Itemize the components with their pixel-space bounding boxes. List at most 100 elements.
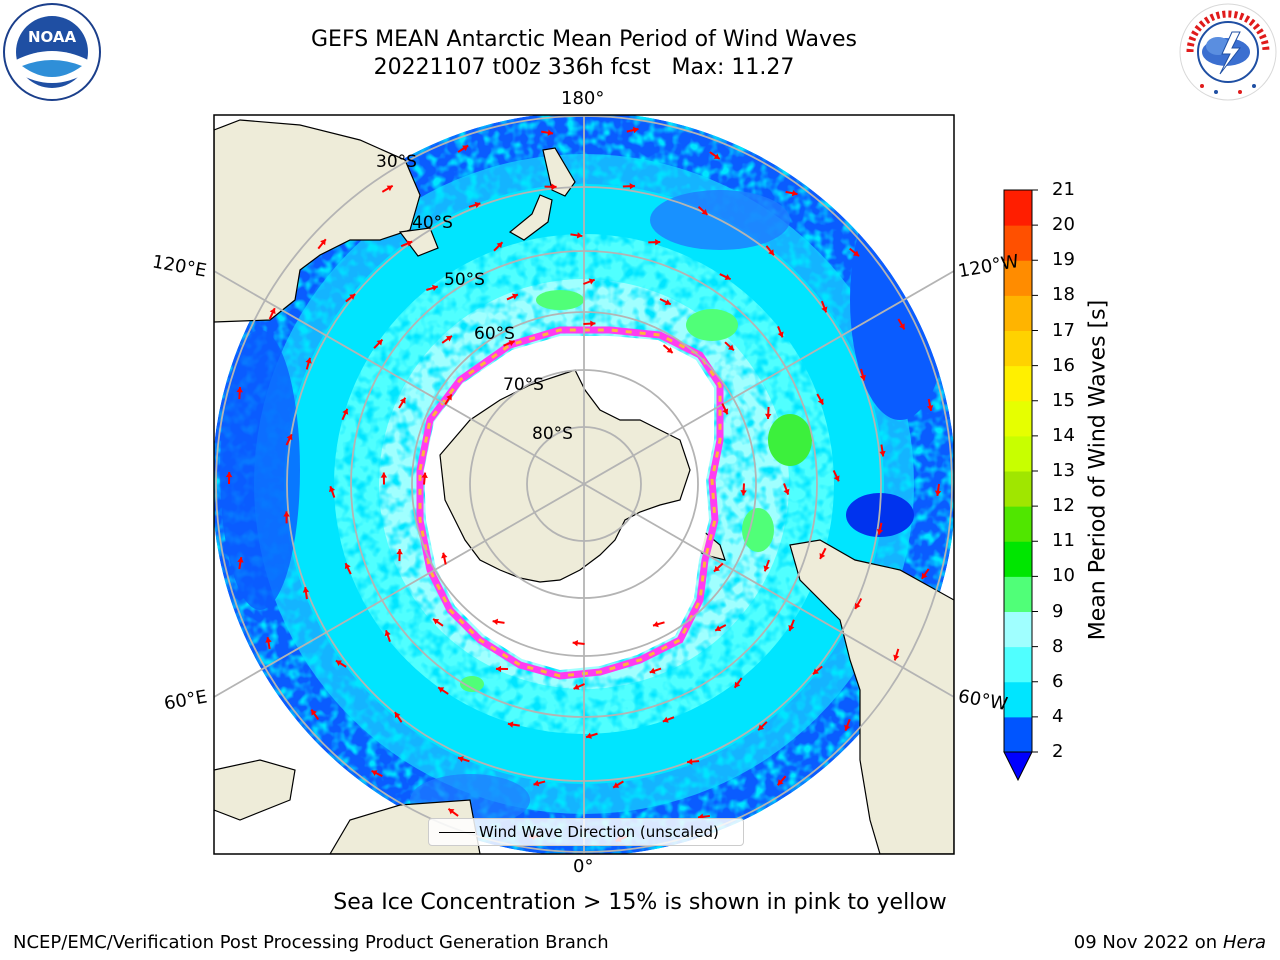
lat-label-70s: 70°S xyxy=(503,375,544,395)
wind-wave-arrow-head xyxy=(613,782,620,788)
wind-wave-arrow-head xyxy=(655,238,661,246)
wind-wave-arrow-head xyxy=(819,552,826,559)
colorbar-tick-label: 8 xyxy=(1052,635,1064,657)
colorbar-under-extension xyxy=(1003,751,1033,782)
wind-wave-arrow-head xyxy=(876,528,884,535)
wind-wave-arrow-head xyxy=(376,339,383,346)
wind-wave-arrow-head xyxy=(433,618,440,625)
wind-wave-arrow-head xyxy=(844,724,851,731)
wind-wave-arrow-head xyxy=(421,472,428,478)
map-legend: Wind Wave Direction (unscaled) xyxy=(428,818,744,846)
colorbar-tick-label: 11 xyxy=(1052,530,1075,552)
lat-label-30s: 30°S xyxy=(376,152,417,172)
colorbar-tick-label: 16 xyxy=(1052,354,1075,376)
wind-wave-arrow-head xyxy=(588,278,595,285)
wind-wave-arrow-head xyxy=(237,557,244,563)
wind-wave-arrow-head xyxy=(342,408,349,415)
colorbar-tick-label: 12 xyxy=(1052,495,1075,517)
wind-wave-arrow-head xyxy=(432,284,438,292)
colorbar-segment xyxy=(1004,295,1032,331)
wind-wave-arrow-head xyxy=(344,563,351,570)
wind-wave-arrow-head xyxy=(833,475,840,482)
wind-wave-arrow-head xyxy=(813,668,819,675)
wind-wave-arrow-head xyxy=(724,274,731,280)
wind-wave-arrow-head xyxy=(687,758,693,765)
wind-wave-arrow-head xyxy=(763,565,770,572)
colorbar-segment xyxy=(1004,646,1032,683)
wind-wave-arrow-head xyxy=(371,770,378,776)
wind-wave-arrow-head xyxy=(632,126,639,134)
wind-wave-arrow-head xyxy=(926,405,934,411)
legend-label: Wind Wave Direction (unscaled) xyxy=(479,823,719,841)
wind-wave-arrow-head xyxy=(320,239,326,246)
colorbar-segment xyxy=(1004,541,1032,577)
wind-wave-arrow-head xyxy=(788,625,795,631)
wind-wave-arrow-head xyxy=(893,654,900,661)
wind-wave-arrow-head xyxy=(236,387,243,393)
wind-wave-arrow-head xyxy=(492,618,499,626)
wind-wave-arrow-head xyxy=(329,486,336,493)
colorbar-segment xyxy=(1004,190,1032,226)
wind-wave-arrow-head xyxy=(551,183,557,190)
wind-wave-arrow-head xyxy=(386,185,393,192)
wind-wave-arrow-head xyxy=(777,331,784,338)
noaa-logo-text: NOAA xyxy=(28,28,77,46)
lat-label-50s: 50°S xyxy=(444,270,485,290)
colorbar-segment xyxy=(1004,330,1032,367)
wind-wave-arrow-head xyxy=(511,293,518,300)
wind-wave-arrow-head xyxy=(399,397,406,404)
colorbar xyxy=(1003,189,1038,782)
colorbar-tick-label: 20 xyxy=(1052,214,1075,236)
colorbar-tick-label: 2 xyxy=(1052,741,1064,762)
wind-wave-arrow-head xyxy=(649,667,656,674)
wind-wave-arrow-head xyxy=(701,209,708,215)
map-frame xyxy=(213,114,955,855)
wind-wave-arrow-head xyxy=(380,472,388,478)
wind-wave-arrow-head xyxy=(394,712,401,719)
wind-wave-arrow-head xyxy=(664,299,671,306)
colorbar-segment xyxy=(1004,400,1032,437)
colorbar-segment xyxy=(1004,260,1032,296)
wind-wave-arrow-head xyxy=(547,129,554,136)
wind-wave-arrow-head xyxy=(305,357,312,364)
colorbar-tick-label: 19 xyxy=(1052,249,1075,271)
wind-wave-arrow-head xyxy=(713,565,720,572)
wind-wave-arrow-head xyxy=(462,145,469,151)
lat-label-60s: 60°S xyxy=(474,324,515,344)
colorbar-tick-label: 21 xyxy=(1052,179,1075,200)
wind-wave-arrow-head xyxy=(662,716,669,723)
lat-label-40s: 40°S xyxy=(412,213,453,233)
wind-wave-arrow-head xyxy=(448,808,455,815)
wind-wave-arrow-head xyxy=(573,683,580,690)
lat-label-80s: 80°S xyxy=(532,424,573,444)
wind-wave-arrow-head xyxy=(715,625,722,632)
colorbar-tick-label: 6 xyxy=(1052,670,1064,692)
wind-wave-arrow-head xyxy=(713,153,720,159)
wind-wave-arrow-head xyxy=(586,732,592,739)
map-title-line-2: 20221107 t00z 336h fcst Max: 11.27 xyxy=(373,55,795,80)
wind-wave-arrow-head xyxy=(821,306,828,313)
colorbar-tick-label: 10 xyxy=(1052,565,1075,587)
wind-wave-arrow-head xyxy=(768,249,774,256)
wind-wave-arrow-head xyxy=(791,189,798,197)
colorbar-tick-label: 13 xyxy=(1052,460,1075,481)
wind-wave-arrow-head xyxy=(576,232,583,239)
colorbar-segment xyxy=(1004,611,1032,648)
wind-wave-arrow-head xyxy=(859,374,866,381)
wind-wave-arrow-head xyxy=(474,201,481,208)
wind-wave-arrow-head xyxy=(335,660,342,667)
footer-date: 09 Nov 2022 on Hera xyxy=(1074,932,1266,953)
wind-wave-arrow-head xyxy=(508,340,515,347)
wind-wave-arrow-head xyxy=(265,637,272,643)
wind-wave-arrow-head xyxy=(283,511,290,517)
wind-wave-arrow-head xyxy=(438,687,445,693)
wind-wave-arrow-head xyxy=(286,434,293,441)
wind-wave-arrow-head xyxy=(652,621,659,628)
colorbar-segment xyxy=(1004,681,1032,718)
colorbar-tick-label: 4 xyxy=(1052,705,1064,727)
colorbar-tick-label: 18 xyxy=(1052,284,1075,306)
colorbar-tick-label: 15 xyxy=(1052,389,1075,411)
wind-wave-arrow-head xyxy=(740,490,747,496)
wind-wave-arrow-head xyxy=(396,549,403,555)
